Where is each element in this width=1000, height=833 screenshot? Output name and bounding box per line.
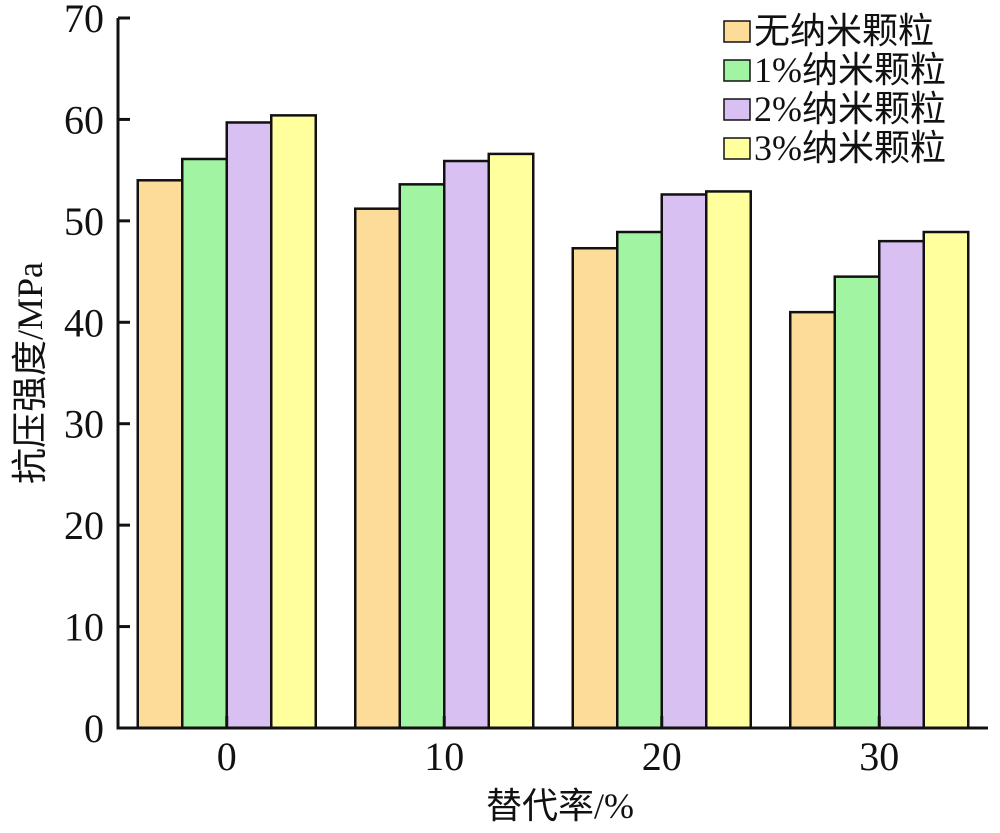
x-axis-title: 替代率/%	[486, 786, 634, 826]
x-ticks-group: 0 10 20 30	[217, 716, 899, 779]
y-axis-title: 抗压强度/MPa	[10, 262, 50, 484]
legend-label: 无纳米颗粒	[754, 11, 934, 51]
bar	[354, 207, 401, 730]
bar	[270, 114, 317, 730]
bar	[443, 159, 490, 730]
y-ticks-group: 0 10 20 30 40 50 60 70	[64, 0, 130, 751]
y-tick-label: 40	[64, 300, 104, 345]
bar	[878, 239, 925, 730]
legend-label: 3%纳米颗粒	[754, 128, 946, 168]
y-tick-label: 20	[64, 503, 104, 548]
bar	[571, 246, 619, 730]
x-tick-label: 30	[859, 734, 899, 779]
legend-swatch	[723, 98, 751, 121]
bar	[660, 193, 708, 730]
bar	[181, 157, 228, 730]
bar	[789, 310, 836, 730]
bar	[225, 121, 273, 730]
y-tick-label: 60	[64, 97, 104, 142]
bar	[922, 230, 970, 730]
legend-label: 1%纳米颗粒	[754, 50, 946, 90]
bars-group	[136, 114, 970, 730]
bar	[616, 230, 663, 730]
bar	[136, 179, 184, 730]
legend-swatch	[723, 59, 751, 82]
y-tick-label: 30	[64, 402, 104, 447]
x-tick-label: 0	[217, 734, 237, 779]
bar	[487, 152, 535, 730]
bar	[398, 183, 446, 730]
y-tick-label: 10	[64, 605, 104, 650]
y-tick-label: 70	[64, 0, 104, 41]
x-tick-label: 10	[424, 734, 464, 779]
bar	[833, 275, 881, 730]
x-tick-label: 20	[642, 734, 682, 779]
legend-swatch	[723, 137, 751, 160]
legend-label: 2%纳米颗粒	[754, 89, 946, 129]
y-tick-label: 0	[84, 706, 104, 751]
bar	[705, 190, 752, 730]
legend-swatch	[723, 20, 751, 43]
y-tick-label: 50	[64, 199, 104, 244]
